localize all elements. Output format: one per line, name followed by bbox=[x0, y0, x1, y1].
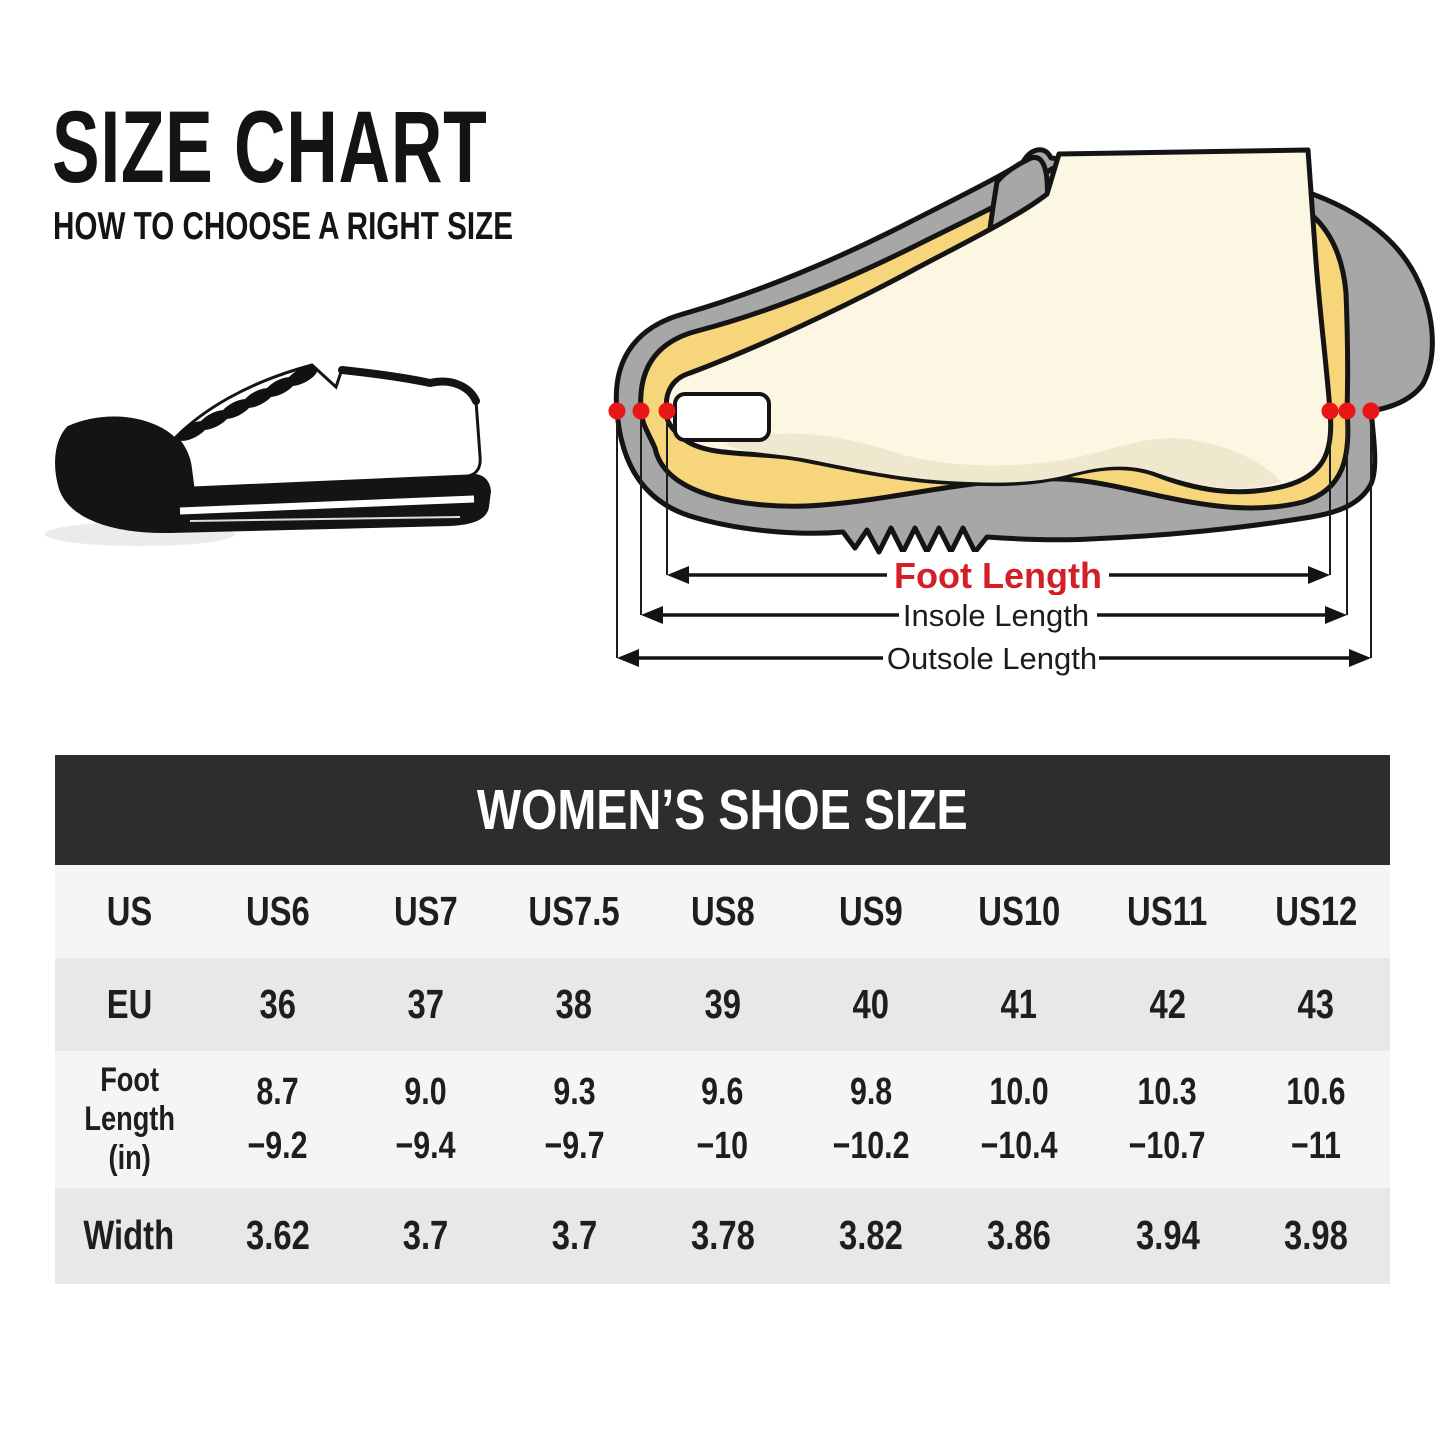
size-cell: 3.94 bbox=[1135, 1212, 1200, 1259]
table-row-width: Width 3.62 3.7 3.7 3.78 3.82 3.86 3.94 3… bbox=[55, 1188, 1390, 1284]
page-title: SIZE CHART bbox=[52, 90, 488, 204]
size-cell: 3.78 bbox=[690, 1212, 755, 1259]
row-label-cell: Width bbox=[83, 1212, 175, 1259]
size-cell: 39 bbox=[704, 980, 741, 1027]
size-cell: US6 bbox=[245, 887, 310, 934]
table-row-us: US US6 US7 US7.5 US8 US9 US10 US11 US12 bbox=[55, 865, 1390, 958]
size-cell: 8.7 −9.2 bbox=[247, 1071, 308, 1167]
row-label-cell: EU bbox=[106, 980, 152, 1027]
foot-sole-shading bbox=[725, 433, 1281, 489]
shoe-product-image bbox=[45, 363, 492, 546]
size-cell: US12 bbox=[1274, 887, 1357, 934]
size-cell: US8 bbox=[690, 887, 755, 934]
size-cell: 38 bbox=[555, 980, 593, 1027]
toenail-shape bbox=[673, 392, 771, 442]
size-cell: 9.0 −9.4 bbox=[395, 1071, 456, 1167]
insole-length-label: Insole Length bbox=[903, 598, 1089, 633]
outsole-length-label: Outsole Length bbox=[887, 641, 1097, 676]
size-cell: US11 bbox=[1127, 887, 1208, 934]
shoe-sole-stripe-thin bbox=[189, 516, 461, 522]
foot-shape bbox=[663, 147, 1334, 495]
size-table-title: WOMEN’S SHOE SIZE bbox=[477, 778, 968, 842]
size-cell: 41 bbox=[1000, 980, 1038, 1027]
measure-dots bbox=[608, 402, 1380, 420]
size-cell: 40 bbox=[852, 980, 890, 1027]
page-subtitle: HOW TO CHOOSE A RIGHT SIZE bbox=[53, 205, 513, 248]
size-cell: 9.3 −9.7 bbox=[544, 1071, 605, 1167]
size-cell: 3.7 bbox=[403, 1212, 449, 1259]
measure-guide-lines bbox=[616, 411, 1372, 658]
size-cell: 9.6 −10 bbox=[696, 1071, 749, 1167]
size-cell: US10 bbox=[978, 887, 1061, 934]
table-row-foot-length: Foot Length (in) 8.7 −9.2 9.0 −9.4 9.3 −… bbox=[55, 1051, 1390, 1188]
size-cell: 3.98 bbox=[1283, 1212, 1348, 1259]
size-cell: 10.6 −11 bbox=[1286, 1071, 1346, 1167]
row-label-cell: Foot Length (in) bbox=[83, 1060, 175, 1178]
size-cell: US7.5 bbox=[528, 887, 620, 934]
row-label-cell: US bbox=[106, 887, 152, 934]
size-cell: US7 bbox=[393, 887, 458, 934]
size-cell: 36 bbox=[259, 980, 296, 1027]
size-table: WOMEN’S SHOE SIZE US US6 US7 US7.5 US8 U… bbox=[55, 755, 1390, 1284]
shoe-sole-stripe bbox=[179, 495, 475, 515]
foot-length-label: Foot Length bbox=[894, 555, 1102, 596]
size-cell: 3.82 bbox=[838, 1212, 903, 1259]
size-cell: 42 bbox=[1149, 980, 1186, 1027]
size-cell: 43 bbox=[1297, 980, 1335, 1027]
size-cell: 9.8 −10.2 bbox=[832, 1071, 910, 1167]
outsole-length-label-bg bbox=[883, 638, 1099, 678]
size-cell: 3.7 bbox=[551, 1212, 597, 1259]
size-table-header: WOMEN’S SHOE SIZE bbox=[55, 755, 1390, 865]
size-cell: 37 bbox=[407, 980, 445, 1027]
foot-length-label-bg bbox=[887, 552, 1109, 597]
size-cell: 10.0 −10.4 bbox=[980, 1071, 1058, 1167]
foot-measurement-diagram: Foot Length Insole Length Outsole Length bbox=[608, 147, 1435, 678]
size-cell: 10.3 −10.7 bbox=[1129, 1071, 1206, 1167]
table-row-eu: EU 36 37 38 39 40 41 42 43 bbox=[55, 958, 1390, 1051]
insole-length-label-bg bbox=[899, 595, 1097, 635]
shoe-laces bbox=[176, 366, 318, 441]
size-cell: US9 bbox=[838, 887, 903, 934]
size-cell: 3.86 bbox=[987, 1212, 1052, 1259]
shoe-collar-trim bbox=[338, 366, 480, 405]
size-cell: 3.62 bbox=[245, 1212, 310, 1259]
